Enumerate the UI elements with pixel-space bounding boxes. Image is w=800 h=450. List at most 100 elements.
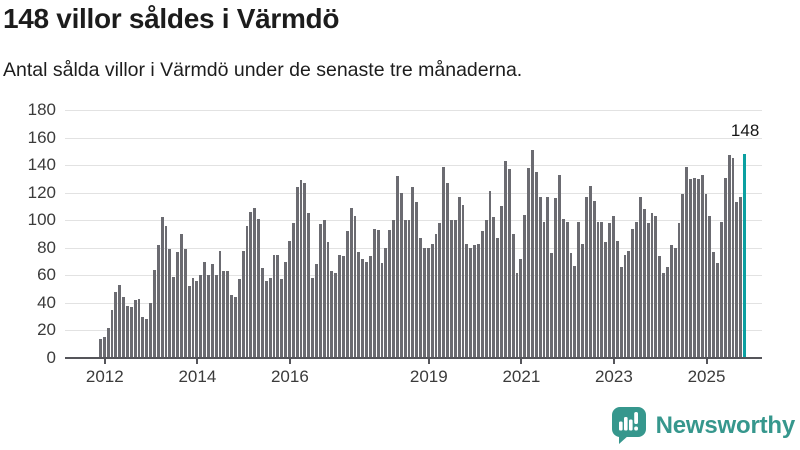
y-tick-label: 180 [27,100,56,119]
newsworthy-logo[interactable]: Newsworthy [611,406,795,445]
bar [504,160,507,358]
bar [473,245,476,358]
x-tick-mark [288,359,291,364]
bar [126,305,129,358]
y-tick-label: 60 [37,265,56,285]
bar [704,194,708,358]
page-title: 148 villor såldes i Värmdö [3,3,340,34]
bar [291,222,295,358]
bar [207,275,210,358]
bar [565,221,569,358]
x-tick-mark [196,359,199,364]
bar [99,338,102,358]
bar [353,216,357,358]
bar [523,214,527,358]
newsworthy-speech-bubble-chart-icon [611,406,647,445]
bar [237,279,241,358]
bar [218,250,222,358]
bar [712,251,716,358]
bar [538,196,542,358]
bar [716,262,719,358]
bar [160,217,164,358]
bar-chart-plot-area: 2012 2014 2016 2019 2021 2023 2025 [65,110,762,386]
y-tick-label: 40 [37,292,56,312]
bar [677,222,681,358]
bar [515,272,519,358]
bar [369,256,372,358]
bar [396,176,399,358]
x-tick-mark [427,359,430,364]
bar [156,245,160,358]
bar [276,254,280,358]
bar [299,180,303,358]
bar [627,250,631,358]
bar [457,196,461,358]
bar [550,253,554,358]
bar [187,286,191,358]
bar [696,178,700,358]
bar [446,183,449,358]
bar [365,261,368,358]
bar [168,249,172,358]
y-tick-label: 140 [27,155,56,175]
x-tick-label: 2021 [502,367,541,386]
bar [183,249,187,358]
bar [642,209,646,358]
bar [253,207,257,358]
bar [500,206,503,358]
bar [735,202,739,358]
bar [307,213,311,358]
bar [399,192,403,358]
bar [342,256,345,358]
bar [658,256,662,358]
newsworthy-wordmark: Newsworthy [655,411,796,439]
bar [133,300,137,358]
bar [608,222,611,358]
bar [426,247,430,358]
bar [203,261,206,358]
bar [176,251,179,358]
y-tick-label: 100 [27,210,56,230]
bar [592,200,596,358]
bar [723,177,727,358]
bar [272,254,276,358]
highlight-value-label: 148 [730,121,760,141]
bar [527,167,530,358]
x-tick-label: 2023 [594,367,633,386]
bar [534,172,538,358]
bar [195,280,199,358]
gridline [65,165,762,167]
bar [334,272,338,358]
x-tick-label: 2019 [409,367,448,386]
bar [430,243,434,358]
bar [326,242,330,358]
x-tick-label: 2012 [85,367,124,386]
bar [280,279,284,358]
bar [531,149,534,358]
bar [357,251,361,358]
bar [199,275,203,358]
bar [573,265,577,358]
bar [631,228,635,358]
bar [345,231,349,358]
bar [118,284,122,358]
bar [338,254,341,358]
bar [349,207,353,358]
bar [264,280,268,358]
bar [330,271,334,358]
bar [315,264,318,358]
bar [685,166,689,358]
bar [311,278,314,358]
bar [511,234,515,358]
bar [681,194,685,358]
bar [268,278,272,358]
x-tick-label: 2016 [270,367,309,386]
bar [241,250,245,358]
bar [708,216,712,358]
bar [415,202,419,358]
bar [596,221,600,358]
bar [465,243,469,358]
bar [492,217,496,358]
bar [245,225,249,358]
bar [558,174,561,358]
